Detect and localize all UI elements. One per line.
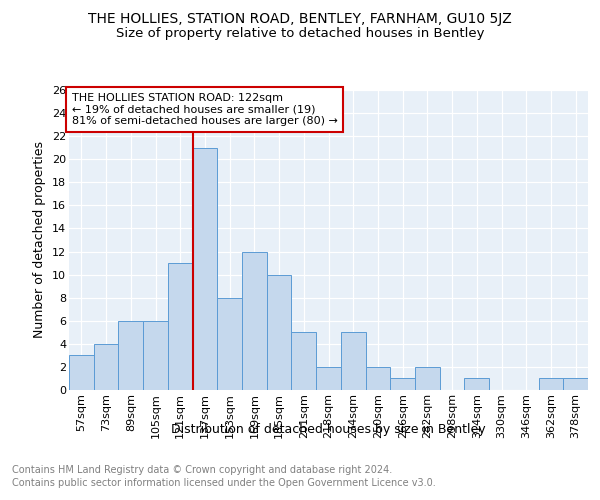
Bar	[242, 252, 267, 390]
Text: Distribution of detached houses by size in Bentley: Distribution of detached houses by size …	[172, 422, 486, 436]
Bar	[292, 332, 316, 390]
Bar	[168, 263, 193, 390]
Bar	[118, 321, 143, 390]
Bar	[415, 367, 440, 390]
Bar	[341, 332, 365, 390]
Bar	[267, 274, 292, 390]
Text: THE HOLLIES STATION ROAD: 122sqm
← 19% of detached houses are smaller (19)
81% o: THE HOLLIES STATION ROAD: 122sqm ← 19% o…	[71, 93, 337, 126]
Bar	[143, 321, 168, 390]
Text: Size of property relative to detached houses in Bentley: Size of property relative to detached ho…	[116, 28, 484, 40]
Bar	[365, 367, 390, 390]
Bar	[539, 378, 563, 390]
Bar	[217, 298, 242, 390]
Bar	[390, 378, 415, 390]
Bar	[94, 344, 118, 390]
Bar	[193, 148, 217, 390]
Bar	[563, 378, 588, 390]
Text: THE HOLLIES, STATION ROAD, BENTLEY, FARNHAM, GU10 5JZ: THE HOLLIES, STATION ROAD, BENTLEY, FARN…	[88, 12, 512, 26]
Bar	[316, 367, 341, 390]
Text: Contains HM Land Registry data © Crown copyright and database right 2024.: Contains HM Land Registry data © Crown c…	[12, 465, 392, 475]
Text: Contains public sector information licensed under the Open Government Licence v3: Contains public sector information licen…	[12, 478, 436, 488]
Bar	[464, 378, 489, 390]
Y-axis label: Number of detached properties: Number of detached properties	[34, 142, 46, 338]
Bar	[69, 356, 94, 390]
